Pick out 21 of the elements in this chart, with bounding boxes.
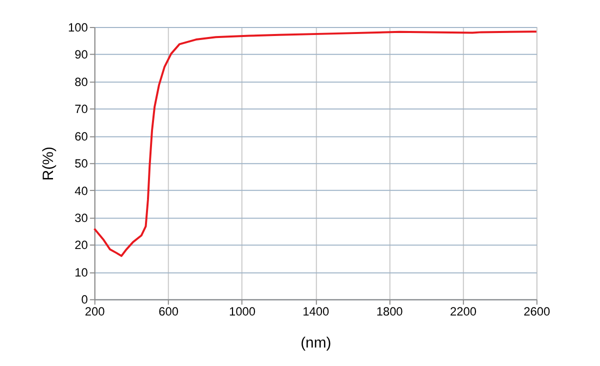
x-tick-label: 2200 — [450, 304, 477, 319]
y-tick-label: 100 — [68, 20, 88, 34]
x-axis-title: (nm) — [300, 335, 332, 352]
y-tick-label: 0 — [81, 292, 88, 307]
y-tick-label: 30 — [74, 211, 88, 226]
y-tick-label: 50 — [74, 156, 88, 171]
x-tick-label: 1400 — [302, 304, 330, 319]
y-tick-label: 80 — [74, 74, 88, 89]
y-tick-label: 40 — [74, 184, 88, 198]
y-tick-label: 90 — [74, 48, 88, 62]
x-tick-label: 2600 — [524, 304, 551, 319]
x-tick-label: 1000 — [228, 304, 256, 319]
x-tick-label: 200 — [84, 304, 106, 319]
y-tick-label: 70 — [74, 102, 88, 116]
y-tick-label: 20 — [74, 238, 88, 252]
y-tick-label: 10 — [74, 265, 88, 280]
line-series — [93, 30, 538, 257]
x-tick-label: 1800 — [376, 304, 404, 319]
y-tick-label: 60 — [74, 129, 88, 144]
x-tick-label: 600 — [158, 304, 179, 319]
y-axis-title: R(%) — [41, 146, 58, 181]
